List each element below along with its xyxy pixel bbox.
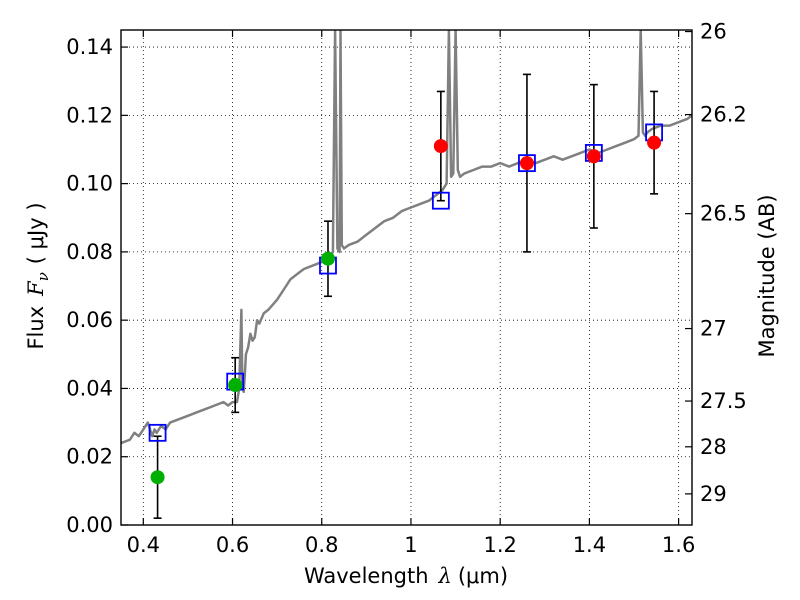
x-tick-label: 1.4 [573, 533, 606, 557]
axes-frame [120, 29, 693, 526]
y-tick-label: 0.02 [66, 445, 113, 469]
y-tick-label: 0.08 [66, 240, 113, 264]
grid [121, 30, 692, 526]
y2-axis-label: Magnitude (AB) [755, 194, 779, 357]
y-axis-label: FluxFν( μJy ) [24, 202, 52, 349]
y-tick-label: 0.14 [66, 35, 113, 59]
model-point [148, 423, 167, 442]
x-tick-label: 0.4 [127, 533, 160, 557]
plot-frame [120, 29, 693, 526]
errorbar-layer [153, 73, 659, 519]
data-point [586, 149, 601, 164]
y2-tick-label: 27.5 [700, 389, 747, 413]
x-tick-label: 0.6 [216, 533, 249, 557]
y-tick-label: 0.06 [66, 308, 113, 332]
y-tick-label: 0.04 [66, 376, 113, 400]
x-tick-label: 1.6 [662, 533, 695, 557]
data-point [647, 135, 662, 150]
y2-tick-label: 26.2 [700, 103, 747, 127]
model-point [518, 154, 536, 173]
model-point [431, 191, 450, 210]
data-point [433, 139, 448, 154]
data-point [228, 378, 243, 393]
tick-layer: 0.4 0.6 0.8 1 1.2 1.4 1.6 0.00 0.02 0.04 0.06 0.08 0… [66, 20, 747, 557]
y2-tick-label: 26.5 [700, 202, 747, 226]
y2-tick-label: 28 [700, 435, 727, 459]
y-tick-label: 0.10 [66, 172, 113, 196]
data-point [519, 156, 534, 171]
y2-tick-label: 29 [700, 482, 727, 506]
y-tick-label: 0.00 [66, 513, 113, 537]
y2-tick-label: 26 [700, 20, 727, 44]
spectrum-layer [121, 30, 692, 445]
x-tick-label: 1.2 [483, 533, 516, 557]
data-point [320, 251, 335, 266]
spectrum-line [121, 30, 692, 445]
x-tick-label: 1 [404, 533, 417, 557]
x-axis-label: Wavelength λ (μm) [304, 564, 508, 588]
y-tick-label: 0.12 [66, 103, 113, 127]
marker-layer [148, 123, 663, 485]
x-tick-label: 0.8 [305, 533, 338, 557]
data-point [150, 470, 165, 485]
y2-tick-label: 27 [700, 317, 727, 341]
